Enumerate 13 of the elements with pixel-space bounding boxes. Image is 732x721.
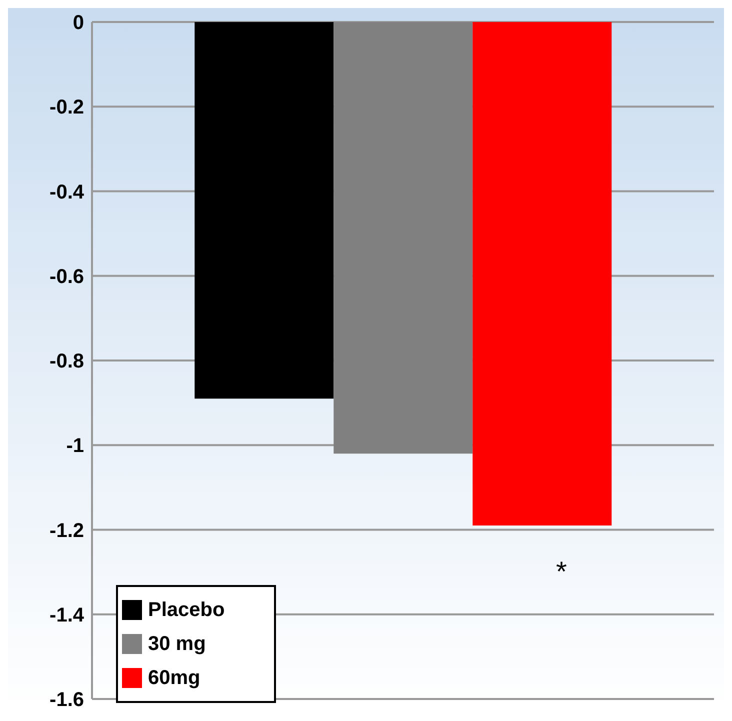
legend-label: 60mg — [148, 666, 200, 691]
y-tick-label: -1.4 — [50, 604, 85, 626]
y-tick-label: -0.4 — [50, 181, 85, 204]
y-tick-label: -0.6 — [50, 266, 84, 288]
y-tick-label: -1 — [66, 435, 84, 458]
annotation: * — [556, 556, 567, 588]
legend-label: Placebo — [148, 598, 225, 623]
y-tick-label: -1.6 — [50, 689, 84, 712]
legend-label: 30 mg — [148, 632, 206, 657]
y-tick-label: -0.8 — [50, 350, 84, 373]
y-tick-label: -0.2 — [50, 96, 84, 119]
y-tick-label: -1.2 — [50, 520, 84, 542]
y-tick-label: 0 — [72, 12, 84, 34]
